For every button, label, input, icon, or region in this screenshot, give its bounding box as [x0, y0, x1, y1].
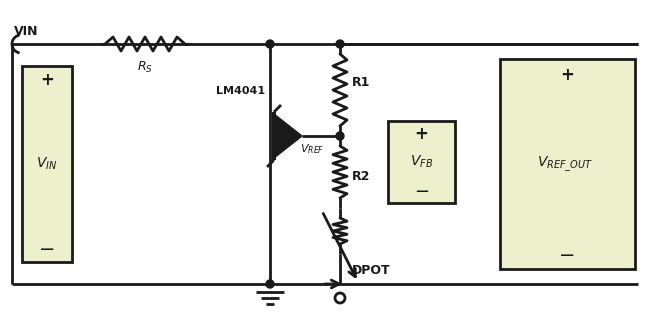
Text: R2: R2	[352, 170, 370, 183]
Bar	[500, 59, 635, 269]
Text: −: −	[559, 245, 576, 264]
Text: +: +	[40, 71, 54, 89]
Circle shape	[266, 40, 274, 48]
Text: $V_{REF\_OUT}$: $V_{REF\_OUT}$	[538, 154, 593, 174]
Text: $V_{IN}$: $V_{IN}$	[36, 156, 58, 172]
Polygon shape	[274, 114, 302, 158]
Text: LM4041: LM4041	[216, 86, 265, 96]
Circle shape	[336, 40, 344, 48]
Text: $V_{FB}$: $V_{FB}$	[410, 154, 433, 170]
Text: −: −	[414, 183, 429, 201]
Bar	[388, 121, 455, 203]
Text: +: +	[560, 66, 575, 84]
Circle shape	[266, 280, 274, 288]
Text: VIN: VIN	[14, 25, 38, 38]
Text: +: +	[415, 125, 428, 143]
Text: $V_{REF}$: $V_{REF}$	[300, 142, 324, 156]
Text: $R_S$: $R_S$	[137, 60, 153, 75]
Bar	[22, 66, 72, 262]
Text: DPOT: DPOT	[352, 263, 391, 276]
Circle shape	[336, 132, 344, 140]
Text: −: −	[39, 241, 55, 259]
Text: R1: R1	[352, 76, 370, 88]
